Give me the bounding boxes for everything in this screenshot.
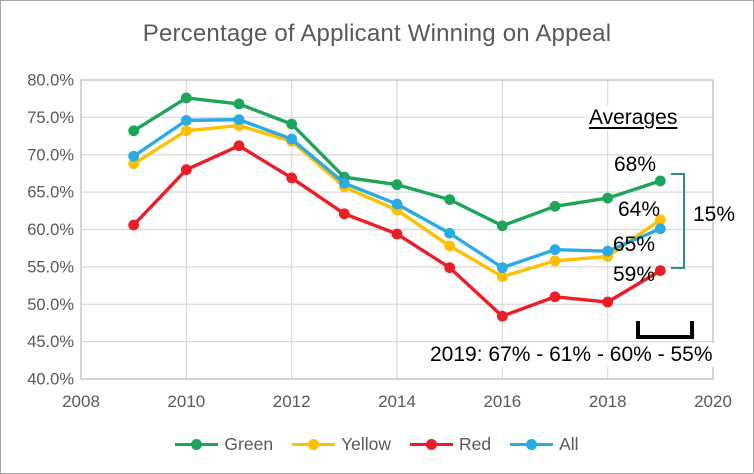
- data-point-red: [549, 291, 561, 303]
- x-axis-tick-label: 2012: [273, 392, 311, 411]
- data-point-all: [654, 223, 666, 235]
- data-point-red: [496, 310, 508, 322]
- average-label-green: 68%: [614, 153, 657, 176]
- data-point-green: [654, 175, 666, 187]
- data-point-all: [128, 150, 140, 162]
- y-axis-tick-label: 40.0%: [27, 371, 74, 389]
- legend-marker-icon: [510, 439, 554, 451]
- data-point-all: [180, 114, 192, 126]
- spread-label: 15%: [693, 203, 736, 226]
- data-point-green: [496, 220, 508, 232]
- data-point-green: [233, 98, 245, 110]
- chart-legend: Green Yellow Red All: [1, 434, 753, 455]
- legend-label: Red: [459, 434, 492, 454]
- data-point-yellow: [444, 240, 456, 252]
- data-point-all: [391, 198, 403, 210]
- y-axis-tick-label: 65.0%: [27, 184, 74, 202]
- x-axis-tick-label: 2014: [378, 392, 416, 411]
- y-axis-tick-label: 80.0%: [27, 72, 74, 90]
- y-axis-tick-label: 75.0%: [27, 109, 74, 127]
- data-point-yellow: [496, 271, 508, 282]
- x-axis-tick-label: 2010: [167, 392, 205, 411]
- data-point-green: [602, 192, 614, 204]
- data-point-green: [180, 92, 192, 104]
- legend-item-red: Red: [410, 434, 491, 455]
- y-axis-tick-label: 60.0%: [27, 221, 74, 239]
- data-point-red: [180, 164, 192, 176]
- legend-label: Yellow: [341, 434, 392, 454]
- data-point-all: [286, 133, 298, 145]
- range-bracket-2019: [636, 321, 694, 339]
- spread-bracket: [671, 173, 685, 269]
- data-point-yellow: [549, 255, 561, 267]
- legend-item-all: All: [510, 434, 579, 455]
- legend-marker-icon: [292, 439, 336, 451]
- data-point-yellow: [128, 158, 140, 170]
- data-point-red: [233, 140, 245, 152]
- data-point-all: [496, 262, 508, 274]
- note-2019-values: 2019: 67% - 61% - 60% - 55%: [429, 343, 714, 368]
- legend-marker-icon: [410, 439, 454, 451]
- averages-heading: Averages: [587, 106, 680, 131]
- data-point-green: [128, 125, 140, 137]
- x-axis-tick-label: 2018: [589, 392, 627, 411]
- legend-label: All: [559, 434, 579, 454]
- average-label-red: 59%: [613, 263, 656, 286]
- average-label-all: 65%: [613, 233, 656, 256]
- data-point-all: [602, 245, 614, 257]
- data-point-all: [233, 114, 245, 126]
- y-axis-tick-label: 70.0%: [27, 146, 74, 164]
- y-axis-tick-label: 55.0%: [27, 258, 74, 276]
- legend-item-yellow: Yellow: [292, 434, 391, 455]
- legend-marker-icon: [175, 439, 219, 451]
- data-point-red: [128, 219, 140, 231]
- data-point-yellow: [180, 125, 192, 137]
- y-axis-tick-label: 45.0%: [27, 333, 74, 351]
- y-axis-tick-label: 50.0%: [27, 296, 74, 314]
- data-point-all: [444, 227, 456, 239]
- plot-border: [80, 79, 714, 380]
- chart-title: Percentage of Applicant Winning on Appea…: [142, 20, 612, 47]
- data-point-red: [338, 208, 350, 220]
- data-point-red: [286, 172, 298, 184]
- x-axis-tick-label: 2016: [483, 392, 521, 411]
- data-point-all: [338, 177, 350, 189]
- legend-item-green: Green: [175, 434, 273, 455]
- data-point-red: [654, 265, 666, 277]
- legend-label: Green: [224, 434, 274, 454]
- x-axis-tick-label: 2020: [694, 392, 732, 411]
- data-point-green: [286, 118, 298, 130]
- data-point-red: [444, 262, 456, 274]
- data-point-green: [444, 194, 456, 206]
- data-point-green: [391, 179, 403, 191]
- data-point-red: [602, 296, 614, 308]
- data-point-red: [391, 228, 403, 240]
- data-point-green: [549, 200, 561, 212]
- data-point-all: [549, 244, 561, 256]
- average-label-yellow: 64%: [618, 198, 661, 221]
- x-axis-tick-label: 2008: [62, 392, 100, 411]
- data-point-yellow: [654, 214, 666, 226]
